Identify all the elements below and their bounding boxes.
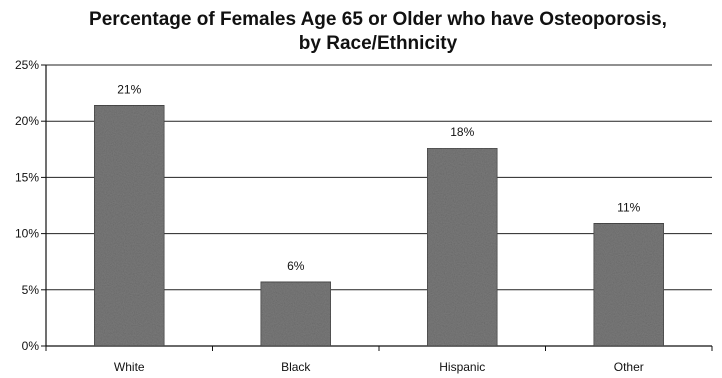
- x-axis-category-labels: White Black Hispanic Other: [114, 360, 644, 374]
- data-label-hispanic: 18%: [450, 125, 474, 139]
- bars: [93, 104, 665, 347]
- category-label-hispanic: Hispanic: [439, 360, 485, 374]
- bar-hispanic: [426, 147, 498, 347]
- category-label-black: Black: [281, 360, 311, 374]
- data-label-other: 11%: [617, 200, 640, 214]
- y-tick-label: 25%: [15, 58, 39, 72]
- bar-black: [260, 281, 332, 347]
- data-labels: 21% 6% 18% 11%: [117, 82, 640, 272]
- y-tick-label: 5%: [22, 283, 40, 297]
- category-label-white: White: [114, 360, 145, 374]
- bar-white: [93, 104, 165, 347]
- data-label-white: 21%: [117, 82, 141, 96]
- bar-other: [593, 222, 665, 347]
- category-label-other: Other: [614, 360, 644, 374]
- y-axis-tick-labels: 0% 5% 10% 15% 20% 25%: [15, 58, 39, 353]
- data-label-black: 6%: [287, 259, 305, 273]
- y-tick-label: 20%: [15, 114, 39, 128]
- y-tick-label: 0%: [22, 339, 40, 353]
- chart-title-line-2: by Race/Ethnicity: [299, 33, 458, 54]
- y-tick-label: 10%: [15, 227, 39, 241]
- y-tick-label: 15%: [15, 170, 39, 184]
- chart-title-line-1: Percentage of Females Age 65 or Older wh…: [89, 9, 667, 30]
